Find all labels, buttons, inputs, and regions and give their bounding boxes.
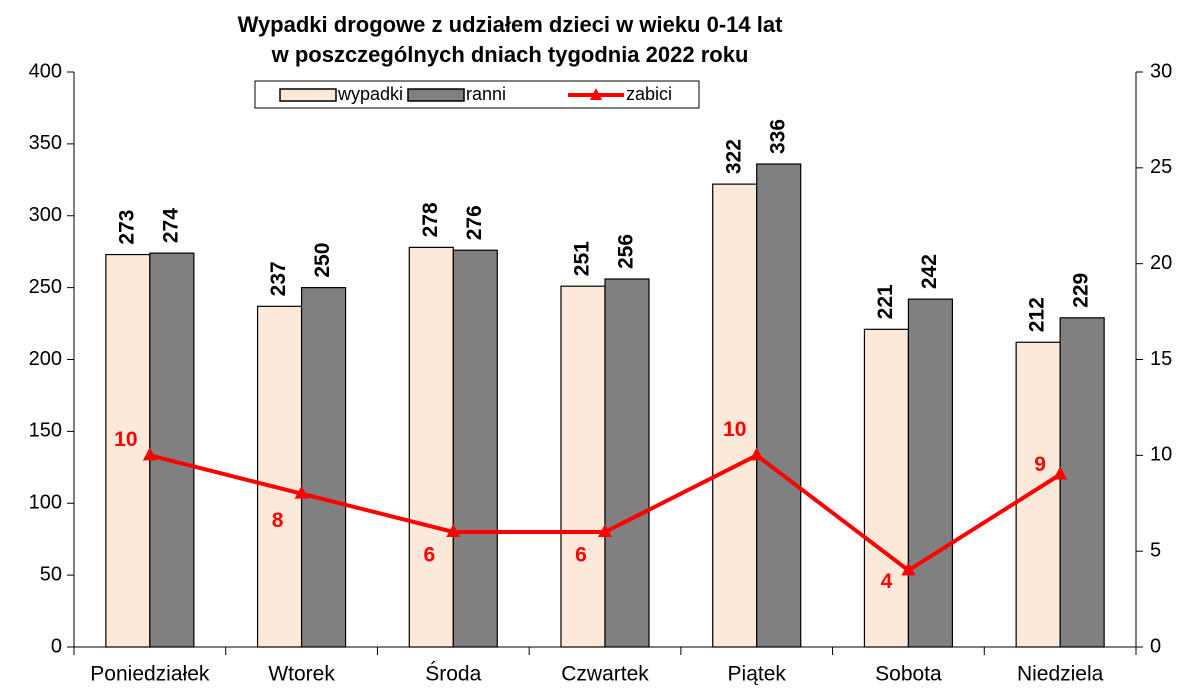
bar — [756, 163, 802, 648]
value-label: 6 — [575, 544, 587, 567]
x-tick-label: Sobota — [875, 663, 942, 686]
marker — [749, 447, 764, 461]
bar — [452, 249, 498, 648]
marker — [142, 447, 157, 461]
bar — [712, 183, 758, 648]
value-label: 276 — [463, 205, 486, 240]
y2-tick-label: 10 — [1150, 444, 1172, 466]
value-label: 6 — [423, 544, 435, 567]
legend-label: wypadki — [337, 84, 403, 104]
bar — [256, 305, 303, 648]
value-label: 229 — [1070, 273, 1093, 308]
bar — [300, 287, 347, 648]
value-label: 4 — [881, 570, 893, 593]
y-tick-label: 350 — [29, 132, 62, 154]
y-tick-label: 0 — [51, 635, 62, 657]
y2-tick-label: 25 — [1150, 156, 1172, 178]
value-label: 8 — [272, 509, 284, 532]
value-label: 256 — [615, 234, 638, 269]
y2-tick-label: 15 — [1150, 348, 1172, 370]
y-tick-label: 250 — [29, 276, 62, 298]
bar — [604, 278, 650, 648]
value-label: 212 — [1026, 297, 1049, 332]
y-tick-label: 200 — [29, 348, 62, 370]
legend-marker — [590, 88, 602, 100]
y-tick-label: 50 — [40, 563, 62, 585]
legend-label: ranni — [466, 84, 506, 104]
y-tick-label: 400 — [29, 60, 62, 82]
value-label: 273 — [115, 210, 138, 245]
value-label: 221 — [874, 284, 897, 319]
x-tick-label: Piątek — [728, 663, 787, 686]
y2-tick-label: 20 — [1150, 252, 1172, 274]
value-label: 278 — [419, 202, 442, 237]
marker — [446, 524, 461, 537]
legend-swatch — [407, 88, 465, 102]
bar — [1059, 317, 1105, 648]
x-tick-label: Czwartek — [561, 663, 649, 686]
marker — [901, 562, 916, 576]
y2-tick-label: 5 — [1150, 539, 1161, 561]
x-tick-label: Wtorek — [268, 663, 335, 686]
bar — [408, 246, 454, 648]
value-label: 237 — [267, 261, 290, 296]
chart-title: Wypadki drogowe z udziałem dzieci w wiek… — [238, 12, 784, 37]
legend-swatch — [279, 88, 337, 102]
bar — [863, 328, 910, 648]
chart-subtitle: w poszczególnych dniach tygodnia 2022 ro… — [271, 42, 749, 67]
bar — [560, 285, 606, 648]
value-label: 10 — [114, 428, 137, 451]
legend-label: zabici — [626, 84, 672, 104]
marker — [294, 485, 309, 499]
value-label: 10 — [723, 418, 746, 441]
y2-tick-label: 30 — [1150, 60, 1172, 82]
value-label: 250 — [311, 243, 334, 278]
x-tick-label: Niedziela — [1017, 663, 1104, 686]
value-label: 274 — [159, 208, 182, 243]
value-label: 251 — [571, 241, 594, 276]
marker — [1053, 466, 1068, 480]
y2-tick-label: 0 — [1150, 635, 1161, 657]
y-tick-label: 150 — [29, 420, 62, 442]
value-label: 9 — [1034, 453, 1046, 476]
x-tick-label: Środa — [425, 662, 481, 686]
y-tick-label: 300 — [29, 204, 62, 226]
bar — [1015, 341, 1061, 648]
bar — [149, 252, 195, 648]
value-label: 322 — [722, 139, 745, 174]
value-label: 242 — [918, 254, 941, 289]
marker — [598, 524, 612, 537]
y-tick-label: 100 — [29, 492, 62, 514]
value-label: 336 — [766, 119, 789, 154]
x-tick-label: Poniedziałek — [90, 663, 210, 686]
bar — [907, 298, 954, 648]
